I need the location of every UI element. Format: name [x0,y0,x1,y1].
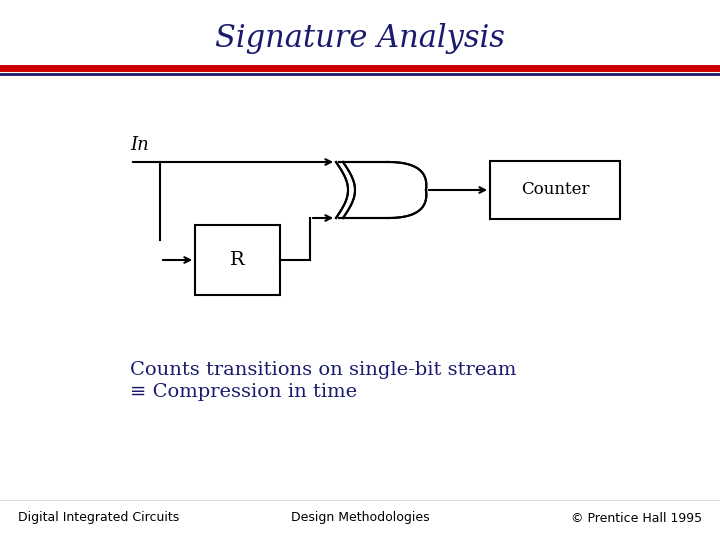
Text: In: In [130,136,149,154]
Polygon shape [339,162,426,218]
Text: Design Methodologies: Design Methodologies [291,511,429,524]
Text: Signature Analysis: Signature Analysis [215,23,505,53]
Bar [195,225,280,295]
Text: Counter: Counter [521,181,589,199]
Bar [490,161,620,219]
Text: R: R [230,251,245,269]
Text: © Prentice Hall 1995: © Prentice Hall 1995 [571,511,702,524]
Text: Digital Integrated Circuits: Digital Integrated Circuits [18,511,179,524]
Text: Counts transitions on single-bit stream: Counts transitions on single-bit stream [130,361,516,379]
Text: ≡ Compression in time: ≡ Compression in time [130,383,357,401]
